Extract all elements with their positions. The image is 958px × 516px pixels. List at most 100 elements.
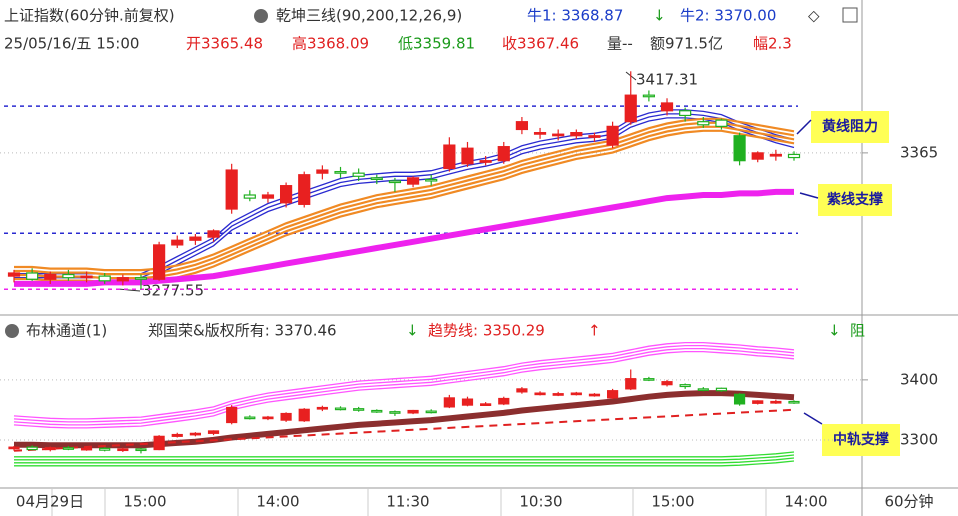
candle-body	[406, 177, 420, 185]
band-line	[13, 350, 795, 429]
candle-body	[244, 416, 256, 420]
indicator-icon[interactable]	[5, 324, 19, 338]
candle-body	[751, 152, 764, 160]
candle-body	[570, 132, 583, 137]
period[interactable]: 60分钟	[884, 493, 933, 511]
band-line	[14, 454, 795, 461]
candle-body	[642, 94, 655, 98]
y-tick-label: 3400	[900, 370, 938, 388]
bull1: 牛1: 3368.87	[527, 7, 623, 25]
candle-body	[606, 125, 619, 146]
candle-body	[298, 408, 310, 422]
bull1-arrow: ↓	[653, 7, 666, 25]
candle-body	[425, 410, 437, 414]
trend-label: 趋势线: 3350.29	[428, 322, 545, 340]
bull2-mark: ◇	[808, 7, 820, 25]
candle-body	[279, 185, 293, 204]
candle-body	[461, 147, 474, 165]
candle-body	[769, 153, 782, 157]
candle-body	[153, 435, 165, 451]
candle-body	[171, 239, 184, 246]
candle-body	[80, 447, 93, 451]
band-line	[13, 341, 795, 420]
candle-body	[461, 398, 474, 406]
indicator-line	[14, 113, 795, 279]
candle-body	[425, 178, 438, 182]
indicator-icon[interactable]	[254, 9, 268, 23]
candle-body	[7, 272, 21, 277]
annotation-arrow	[799, 192, 819, 199]
candle-body	[443, 397, 455, 408]
plot: 3365 3400 3300 04月29日 15:00 14:00 11:30 10:30 15…	[0, 71, 938, 516]
copyright: 郑国荣&版权所有: 3370.46	[148, 322, 337, 340]
annotation-box	[822, 424, 900, 456]
candle-body	[497, 146, 510, 162]
candle-body	[243, 194, 256, 199]
candle-body	[116, 277, 129, 282]
candle-body	[207, 430, 220, 434]
band-line	[13, 344, 795, 423]
candle-body	[44, 273, 57, 280]
bar-time: 25/05/16/五 15:00	[4, 35, 139, 53]
candle-body	[189, 432, 201, 436]
candle-body	[353, 408, 365, 411]
bull2: 牛2: 3370.00	[680, 7, 776, 25]
title: 上证指数(60分钟.前复权)	[4, 7, 175, 25]
candle-body	[389, 411, 401, 414]
candle-body	[515, 121, 529, 131]
band-line	[14, 451, 795, 458]
candle-body	[334, 171, 347, 174]
candle-body	[534, 392, 546, 396]
change: 幅2.3	[753, 35, 792, 53]
checkbox[interactable]	[842, 7, 858, 23]
candle-body	[752, 400, 764, 404]
annotation-box	[818, 184, 892, 216]
candle-body	[62, 273, 75, 279]
boll-title: 布林通道(1)	[26, 322, 107, 340]
band-line	[14, 457, 795, 464]
candle-body	[697, 388, 709, 391]
indicator-name: 乾坤三线(90,200,12,26,9)	[276, 7, 462, 25]
band-line	[13, 347, 795, 426]
band-line	[14, 460, 795, 467]
candle-body	[44, 447, 56, 451]
close: 收3367.46	[502, 35, 579, 53]
candle-body	[715, 387, 728, 392]
candle-body	[533, 132, 547, 135]
x-tick-label: 14:00	[784, 493, 827, 511]
high-label: 3417.31	[636, 71, 698, 89]
candle-body	[607, 390, 619, 399]
candle-body	[679, 384, 691, 388]
candle-body	[570, 392, 582, 396]
candle-body	[588, 135, 601, 138]
candle-body	[660, 102, 674, 112]
candle-body	[498, 397, 510, 405]
candle-body	[316, 169, 329, 174]
annotation-box	[811, 111, 889, 143]
x-tick-label: 11:30	[386, 493, 429, 511]
high: 高3368.09	[292, 35, 369, 53]
candle-body	[770, 400, 782, 404]
candle-body	[99, 447, 111, 451]
candle-body	[62, 447, 75, 450]
candle-body	[316, 406, 328, 410]
candle-body	[26, 446, 38, 451]
annotation: 黄线阻力	[822, 118, 878, 135]
candle-body	[98, 275, 111, 282]
candle-body	[298, 174, 311, 205]
candle-body	[552, 133, 565, 137]
candle-body	[661, 381, 673, 386]
candle-body	[226, 406, 238, 424]
candle-body	[153, 244, 166, 280]
candle-body	[134, 277, 148, 280]
volume: 量--	[607, 35, 633, 53]
candle-body	[135, 448, 147, 452]
candle-body	[280, 412, 292, 421]
candle-body	[787, 153, 801, 159]
open: 开3365.48	[186, 35, 263, 53]
mid-line	[14, 390, 795, 449]
x-tick-label: 15:00	[123, 493, 166, 511]
annotation: 紫线支撑	[827, 191, 883, 208]
candle-body	[8, 446, 20, 450]
low-label: 3277.55	[142, 282, 204, 300]
